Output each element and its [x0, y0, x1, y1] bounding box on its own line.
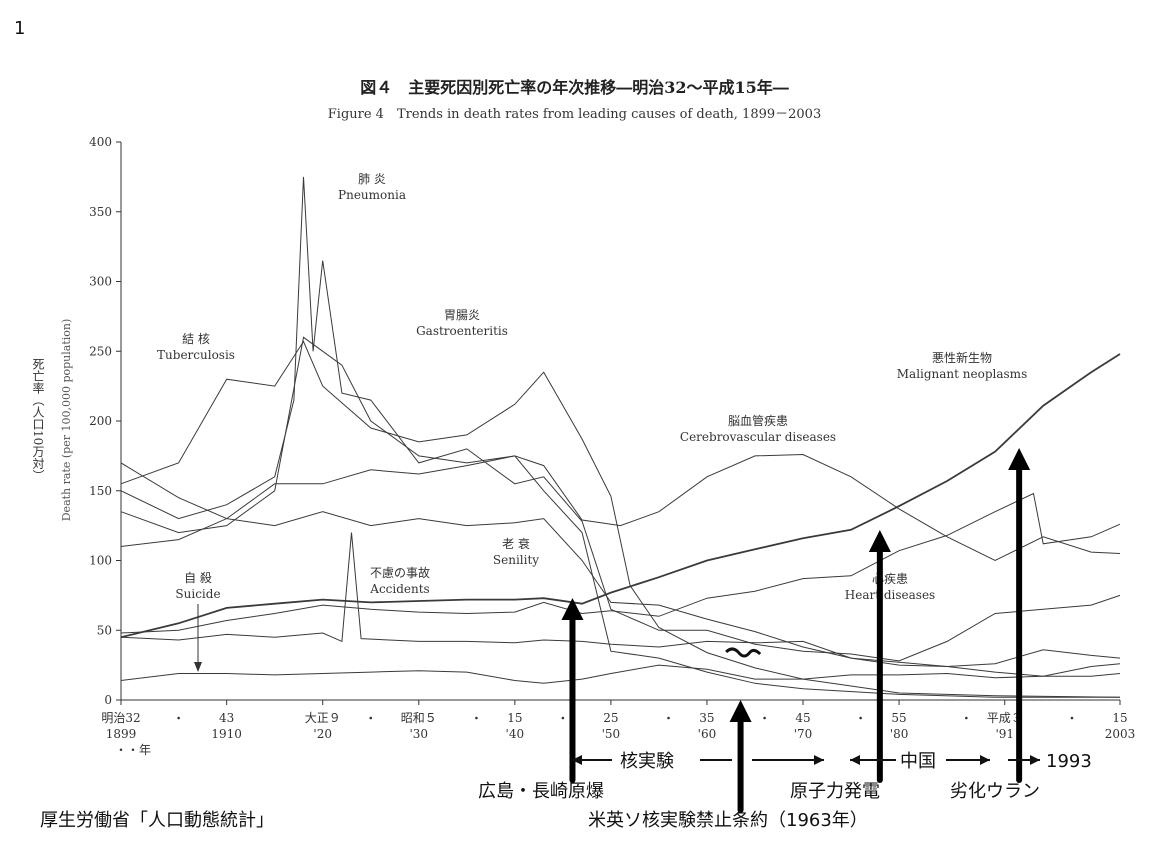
- x-tick-label-top: 15: [507, 711, 522, 725]
- series-label-en-accidents: Accidents: [369, 582, 429, 596]
- series-label-jp-cerebrovascular-diseases: 脳血管疾患: [728, 413, 788, 428]
- series-label-jp-gastroenteritis: 胃腸炎: [444, 308, 480, 322]
- y-tick-label: 300: [89, 275, 112, 289]
- arrow-china-right-head-right: [980, 755, 990, 765]
- series-line-heart-diseases: [120, 492, 1121, 634]
- x-tick-label-bottom: '30: [409, 727, 428, 741]
- x-tick-label-top: 大正９: [305, 711, 341, 725]
- x-minor-dot: [369, 716, 373, 720]
- x-tick-label-bottom: '40: [506, 727, 525, 741]
- x-tick-label-top: 昭和５: [401, 711, 437, 725]
- series-line-malignant-neoplasms: [120, 353, 1121, 639]
- series-label-jp-accidents: 不慮の事故: [370, 565, 430, 580]
- x-tick-label-bottom: 2003: [1105, 727, 1136, 741]
- x-tick-label-top: 43: [219, 711, 234, 725]
- y-tick-label: 400: [89, 135, 112, 149]
- chart-title-en: Figure 4 Trends in death rates from lead…: [327, 107, 822, 122]
- arrow-tests-left-head-left: [572, 755, 582, 765]
- arrow-nuclear-power-head: [868, 530, 891, 552]
- arrow-hiroshima-head: [561, 598, 584, 620]
- series-line-senility: [120, 511, 1121, 677]
- series-label-en-cerebrovascular-diseases: Cerebrovascular diseases: [680, 430, 836, 444]
- x-tick-label-bottom: '70: [794, 727, 813, 741]
- x-tick-label-top: 35: [699, 711, 714, 725]
- x-tick-label-bottom: '60: [698, 727, 717, 741]
- page-number: 1: [14, 18, 26, 39]
- series-label-jp-malignant-neoplasms: 悪性新生物: [932, 350, 992, 365]
- x-minor-dot: [965, 716, 968, 720]
- y-tick-label: 100: [89, 554, 112, 568]
- y-tick-label: 200: [89, 414, 112, 428]
- arrow-tests-right-head-right: [814, 755, 824, 765]
- x-tick-label-top: 55: [891, 711, 906, 725]
- series-label-jp-senility: 老 衰: [502, 536, 530, 551]
- x-tick-label-bottom: '91: [995, 727, 1014, 741]
- annotation-hiroshima: 広島・長崎原爆: [478, 781, 604, 802]
- series-line-cerebrovascular-diseases: [120, 453, 1121, 562]
- annotation-china: 中国: [900, 751, 936, 772]
- x-minor-dot: [763, 716, 766, 720]
- series-line-gastroenteritis: [120, 336, 1120, 698]
- squiggle-mark: [725, 647, 762, 658]
- x-tick-label-bottom: 1910: [211, 727, 242, 741]
- x-unit-label: ・・年: [115, 743, 151, 757]
- series-label-jp-pneumonia: 肺 炎: [358, 172, 386, 186]
- series-label-en-gastroenteritis: Gastroenteritis: [416, 324, 508, 338]
- annotation-nuclear-tests: 核実験: [620, 751, 674, 772]
- annotation-depleted-uranium: 劣化ウラン: [950, 781, 1040, 802]
- x-tick-label-bottom: 1899: [106, 727, 137, 741]
- y-axis-label-jp: 死亡率（人口10万対）: [31, 358, 45, 481]
- x-tick-label-bottom: '20: [313, 727, 332, 741]
- x-tick-label-top: 平成３: [987, 711, 1023, 725]
- annotation-test-ban: 米英ソ核実験禁止条約（1963年）: [588, 810, 868, 831]
- y-tick-label: 0: [104, 693, 112, 707]
- series-line-pneumonia: [120, 176, 1121, 662]
- series-label-en-tuberculosis: Tuberculosis: [157, 348, 235, 362]
- series-label-en-suicide: Suicide: [175, 587, 220, 601]
- arrow-test-ban-head: [729, 700, 752, 722]
- series-line-suicide: [120, 663, 1121, 684]
- x-minor-dot: [475, 716, 478, 720]
- x-minor-dot: [859, 716, 862, 720]
- series-label-en-malignant-neoplasms: Malignant neoplasms: [897, 367, 1027, 381]
- y-tick-label: 50: [97, 623, 112, 637]
- chart-title-jp: 図４ 主要死因別死亡率の年次推移―明治32～平成15年―: [360, 78, 789, 97]
- series-label-jp-suicide: 自 殺: [184, 571, 212, 585]
- x-tick-label-top: 25: [603, 711, 618, 725]
- y-tick-label: 150: [89, 484, 112, 498]
- series-label-en-pneumonia: Pneumonia: [338, 188, 406, 202]
- y-axis-label-en: Death rate (per 100,000 population): [60, 319, 73, 522]
- series-label-en-heart-diseases: Heart diseases: [845, 588, 935, 602]
- arrow-china-left-head-left: [850, 755, 860, 765]
- x-minor-dot: [1070, 716, 1074, 720]
- x-minor-dot: [667, 716, 670, 720]
- arrow-1993-head-right: [1030, 755, 1040, 765]
- series-label-en-senility: Senility: [493, 553, 539, 567]
- x-tick-label-top: 明治32: [101, 711, 140, 725]
- suicide-pointer-head: [194, 662, 202, 672]
- annotation-1993: 1993: [1046, 751, 1092, 772]
- annotation-nuclear-power: 原子力発電: [790, 781, 880, 802]
- y-tick-label: 250: [89, 344, 112, 358]
- series-label-jp-tuberculosis: 結 核: [182, 332, 210, 346]
- series-line-tuberculosis: [120, 340, 1121, 698]
- series-line-accidents: [120, 532, 1121, 668]
- x-minor-dot: [561, 716, 565, 720]
- y-tick-label: 350: [89, 205, 112, 219]
- x-tick-label-top: 15: [1112, 711, 1127, 725]
- source-note: 厚生労働省「人口動態統計」: [40, 810, 274, 831]
- x-tick-label-bottom: '80: [890, 727, 909, 741]
- x-minor-dot: [177, 716, 180, 720]
- x-tick-label-top: 45: [795, 711, 810, 725]
- arrow-depleted-uranium-head: [1008, 448, 1031, 470]
- x-tick-label-bottom: '50: [602, 727, 621, 741]
